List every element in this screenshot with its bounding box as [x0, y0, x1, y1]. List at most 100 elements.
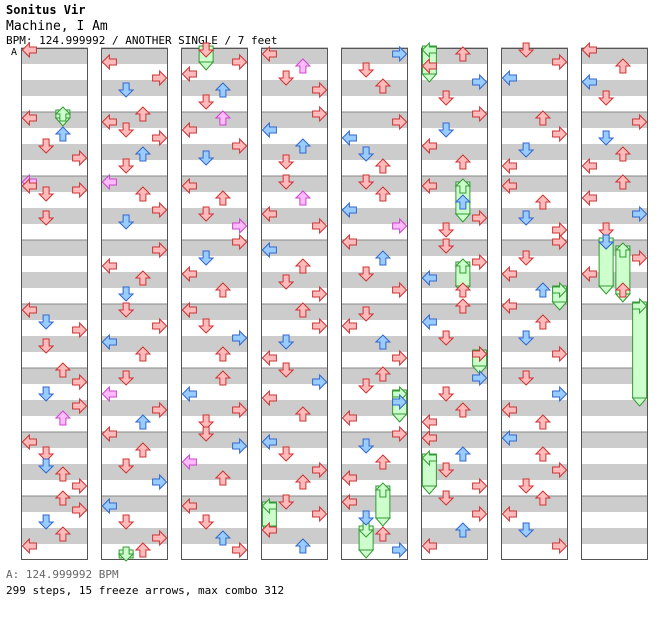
- right-arrow-icon: [472, 345, 488, 363]
- left-arrow-icon: [581, 157, 597, 175]
- up-arrow-icon: [374, 158, 392, 174]
- beat-band: [21, 112, 88, 128]
- left-arrow-icon: [581, 73, 597, 91]
- left-arrow-icon: [101, 333, 117, 351]
- left-arrow-icon: [21, 433, 37, 451]
- left-arrow-icon: [101, 53, 117, 71]
- beat-band: [501, 272, 568, 288]
- beat-band: [581, 368, 648, 384]
- down-arrow-icon: [277, 446, 295, 462]
- beat-band: [181, 112, 248, 128]
- beat-band: [501, 176, 568, 192]
- beat-band: [181, 176, 248, 192]
- freeze-arrow-tail: [551, 301, 568, 311]
- down-arrow-icon: [437, 386, 455, 402]
- down-arrow-icon: [117, 214, 135, 230]
- up-arrow-icon: [374, 334, 392, 350]
- beat-band: [341, 400, 408, 416]
- left-arrow-icon: [581, 189, 597, 207]
- beat-band: [181, 368, 248, 384]
- beat-band: [101, 176, 168, 192]
- down-arrow-icon: [197, 514, 215, 530]
- right-arrow-icon: [152, 401, 168, 419]
- freeze-arrow-tail: [421, 485, 438, 495]
- up-arrow-icon: [614, 146, 632, 162]
- right-arrow-icon: [312, 81, 328, 99]
- chart-column-border: [341, 48, 408, 560]
- beat-band: [581, 144, 648, 160]
- left-arrow-icon: [501, 69, 517, 87]
- up-arrow-icon: [374, 186, 392, 202]
- up-arrow-icon: [214, 110, 232, 126]
- right-arrow-icon: [472, 253, 488, 271]
- right-arrow-icon: [232, 233, 248, 251]
- up-arrow-icon: [134, 270, 152, 286]
- up-arrow-icon: [534, 282, 552, 298]
- down-arrow-icon: [277, 70, 295, 86]
- down-arrow-icon: [517, 210, 535, 226]
- up-arrow-icon: [214, 470, 232, 486]
- left-arrow-icon: [421, 269, 437, 287]
- chart-column-border: [421, 48, 488, 560]
- beat-band: [341, 48, 408, 64]
- beat-band: [261, 48, 328, 64]
- beat-band: [261, 176, 328, 192]
- up-arrow-icon: [214, 82, 232, 98]
- down-arrow-icon: [277, 174, 295, 190]
- beat-band: [581, 48, 648, 64]
- beat-band: [181, 304, 248, 320]
- bpm-marker-label: A: [11, 47, 18, 58]
- beat-band: [261, 144, 328, 160]
- chart-column-border: [181, 48, 248, 560]
- beat-band: [181, 432, 248, 448]
- left-arrow-icon: [21, 301, 37, 319]
- beat-band: [341, 368, 408, 384]
- beat-band: [181, 80, 248, 96]
- song-title: Machine, I Am: [6, 19, 108, 34]
- up-arrow-icon: [294, 58, 312, 74]
- down-arrow-icon: [117, 302, 135, 318]
- beat-band: [501, 48, 568, 64]
- artist-name: Sonitus Vir: [6, 3, 86, 17]
- beat-band: [181, 208, 248, 224]
- beat-band: [421, 240, 488, 256]
- beat-band: [501, 304, 568, 320]
- up-arrow-icon: [534, 414, 552, 430]
- down-arrow-icon: [357, 266, 375, 282]
- right-arrow-icon: [152, 473, 168, 491]
- beat-band: [101, 336, 168, 352]
- right-arrow-icon: [232, 53, 248, 71]
- right-arrow-icon: [392, 113, 408, 131]
- down-arrow-icon: [197, 318, 215, 334]
- down-arrow-icon: [117, 158, 135, 174]
- beat-band: [341, 304, 408, 320]
- beat-band: [501, 432, 568, 448]
- down-arrow-icon: [357, 306, 375, 322]
- right-arrow-icon: [472, 505, 488, 523]
- left-arrow-icon: [501, 401, 517, 419]
- beat-band: [21, 336, 88, 352]
- left-arrow-icon: [501, 297, 517, 315]
- right-arrow-icon: [472, 73, 488, 91]
- beat-band: [421, 144, 488, 160]
- beat-band: [421, 48, 488, 64]
- right-arrow-icon: [232, 137, 248, 155]
- up-arrow-icon: [374, 250, 392, 266]
- beat-band: [581, 304, 648, 320]
- right-arrow-icon: [72, 181, 88, 199]
- beat-band: [341, 336, 408, 352]
- up-arrow-icon: [54, 466, 72, 482]
- down-arrow-icon: [437, 90, 455, 106]
- beat-band: [261, 464, 328, 480]
- beat-band: [581, 176, 648, 192]
- right-arrow-icon: [312, 505, 328, 523]
- down-arrow-icon: [117, 122, 135, 138]
- beat-band: [501, 368, 568, 384]
- beat-band: [101, 48, 168, 64]
- beat-band: [421, 496, 488, 512]
- beat-band: [181, 464, 248, 480]
- down-arrow-icon: [37, 386, 55, 402]
- chart-column-border: [581, 48, 648, 560]
- left-arrow-icon: [181, 497, 197, 515]
- left-arrow-icon: [261, 521, 277, 539]
